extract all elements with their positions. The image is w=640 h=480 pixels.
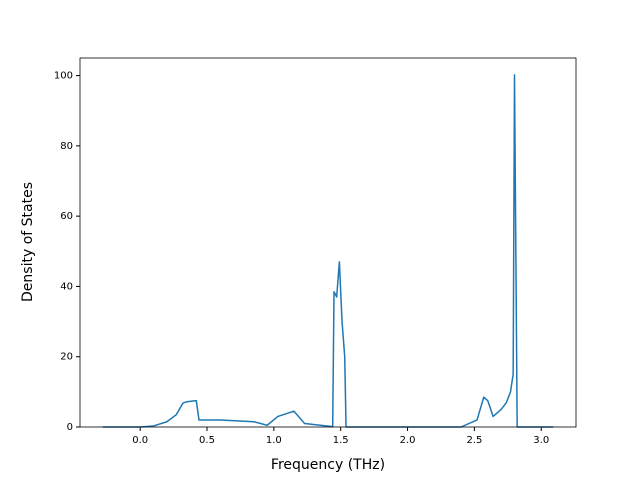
y-tick-label: 60	[60, 211, 73, 222]
x-tick-label: 1.5	[333, 435, 349, 446]
x-tick-label: 3.0	[533, 435, 549, 446]
x-tick-label: 0.5	[199, 435, 215, 446]
y-tick-label: 20	[60, 352, 73, 363]
y-axis-label: Density of States	[20, 182, 36, 302]
y-tick-label: 0	[67, 422, 73, 433]
y-tick-label: 80	[60, 141, 73, 152]
x-tick-label: 0.0	[132, 435, 148, 446]
x-axis-label: Frequency (THz)	[271, 457, 385, 473]
y-tick-label: 100	[54, 71, 73, 82]
x-tick-label: 2.5	[466, 435, 482, 446]
plot-frame	[79, 57, 577, 428]
y-tick-label: 40	[60, 281, 73, 292]
x-tick-label: 2.0	[400, 435, 416, 446]
line	[102, 74, 554, 428]
x-tick-label: 1.0	[266, 435, 282, 446]
